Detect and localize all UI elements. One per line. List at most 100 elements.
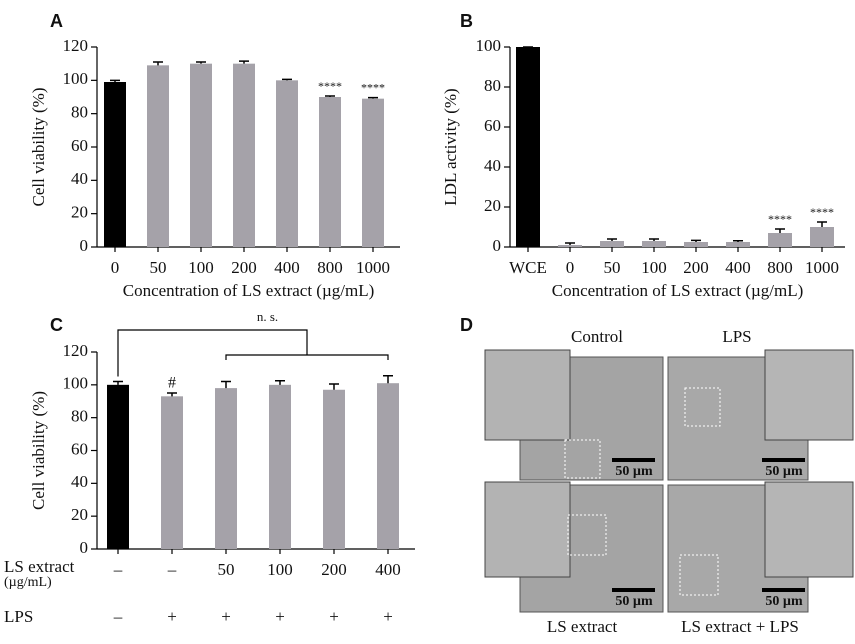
y-axis-label: Cell viability (%) [29,88,48,207]
x-tick-label: 0 [111,258,120,277]
error-bar [282,78,292,81]
error-bar [239,60,249,64]
y-tick-label: 120 [63,36,89,55]
inset [484,349,571,441]
panel-letter: A [50,11,63,31]
y-tick-label: 40 [71,472,88,491]
annotation: **** [361,80,385,94]
y-tick-label: 100 [63,374,89,393]
error-bar [196,61,206,64]
lps-label: – [113,607,123,626]
x-tick-label: 1000 [356,258,390,277]
roi [679,554,719,596]
y-tick-label: 60 [71,136,88,155]
bar [190,63,212,247]
error-bar [383,375,393,384]
bar [642,241,666,247]
annotation: **** [318,79,342,93]
lps-label: + [329,607,339,626]
bar [558,245,582,247]
error-bar [649,238,659,241]
x-tick-label: 0 [566,258,575,277]
lps-label: + [383,607,393,626]
error-bar [110,79,120,82]
bar [362,98,384,248]
y-tick-label: 80 [71,103,88,122]
x-tick-label: 400 [725,258,751,277]
bar [323,389,345,549]
x-tick-label: 50 [150,258,167,277]
error-bar [817,221,827,227]
bar [215,388,237,549]
bar [377,383,399,549]
bar [107,384,129,549]
row-label: (µg/mL) [4,575,52,590]
error-bar [565,242,575,245]
y-tick-label: 0 [80,538,89,557]
y-axis-label: Cell viability (%) [29,391,48,510]
bar [516,47,540,247]
scale-label: 50 µm [615,464,653,479]
y-axis-label: LDL activity (%) [441,88,460,205]
bar [161,396,183,549]
x-tick-label: 50 [604,258,621,277]
error-bar [153,61,163,66]
inset [484,481,571,578]
y-tick-label: 20 [71,203,88,222]
annotation: **** [810,205,834,219]
bar [768,233,792,247]
lps-label: + [167,607,177,626]
annotation: # [168,375,176,392]
y-tick-label: 40 [71,169,88,188]
roi [567,514,607,556]
error-bar [607,238,617,241]
y-tick-label: 100 [476,36,502,55]
scale-label: 50 µm [765,464,803,479]
image-title: LS extract + LPS [681,617,799,636]
error-bar [167,392,177,397]
bracket [117,329,308,377]
y-tick-label: 100 [63,69,89,88]
panel-letter: D [460,315,473,335]
error-bar [691,239,701,242]
lps-label: + [275,607,285,626]
bar [269,384,291,549]
bar [276,80,298,247]
panel-letter: C [50,315,63,335]
y-tick-label: 20 [71,505,88,524]
inset [764,349,854,441]
x-tick-label: 50 [218,560,235,579]
x-tick-label: 800 [317,258,343,277]
y-tick-label: 80 [484,76,501,95]
image-title: Control [571,327,623,346]
bar [147,65,169,247]
x-tick-label: 200 [683,258,709,277]
bracket [225,354,389,360]
y-tick-label: 60 [71,439,88,458]
x-axis-label: Concentration of LS extract (µg/mL) [552,281,804,300]
x-tick-label: 200 [321,560,347,579]
error-bar [113,380,123,385]
scale-label: 50 µm [615,594,653,609]
roi [684,387,721,427]
x-tick-label: 200 [231,258,257,277]
x-tick-label: 400 [375,560,401,579]
image-title: LS extract [547,617,618,636]
error-bar [221,380,231,389]
error-bar [733,240,743,242]
y-tick-label: 60 [484,116,501,135]
x-tick-label: 100 [641,258,667,277]
bar [684,242,708,247]
bracket-label: n. s. [257,309,278,324]
x-tick-label: 800 [767,258,793,277]
bar [810,227,834,247]
error-bar [275,379,285,385]
x-tick-label: 1000 [805,258,839,277]
x-tick-label: 100 [188,258,214,277]
error-bar [368,96,378,99]
x-tick-label: – [113,560,123,579]
bar [319,97,341,247]
y-tick-label: 40 [484,156,501,175]
y-tick-label: 0 [80,236,89,255]
